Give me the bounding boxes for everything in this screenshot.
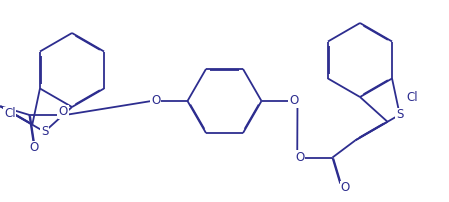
Text: O: O	[59, 105, 68, 118]
Text: O: O	[289, 95, 298, 107]
Text: Cl: Cl	[407, 91, 418, 104]
Text: O: O	[151, 95, 160, 107]
Text: S: S	[396, 108, 403, 121]
Text: O: O	[295, 151, 305, 164]
Text: O: O	[341, 181, 350, 194]
Text: S: S	[41, 125, 48, 138]
Text: O: O	[29, 141, 38, 154]
Text: Cl: Cl	[4, 107, 16, 120]
